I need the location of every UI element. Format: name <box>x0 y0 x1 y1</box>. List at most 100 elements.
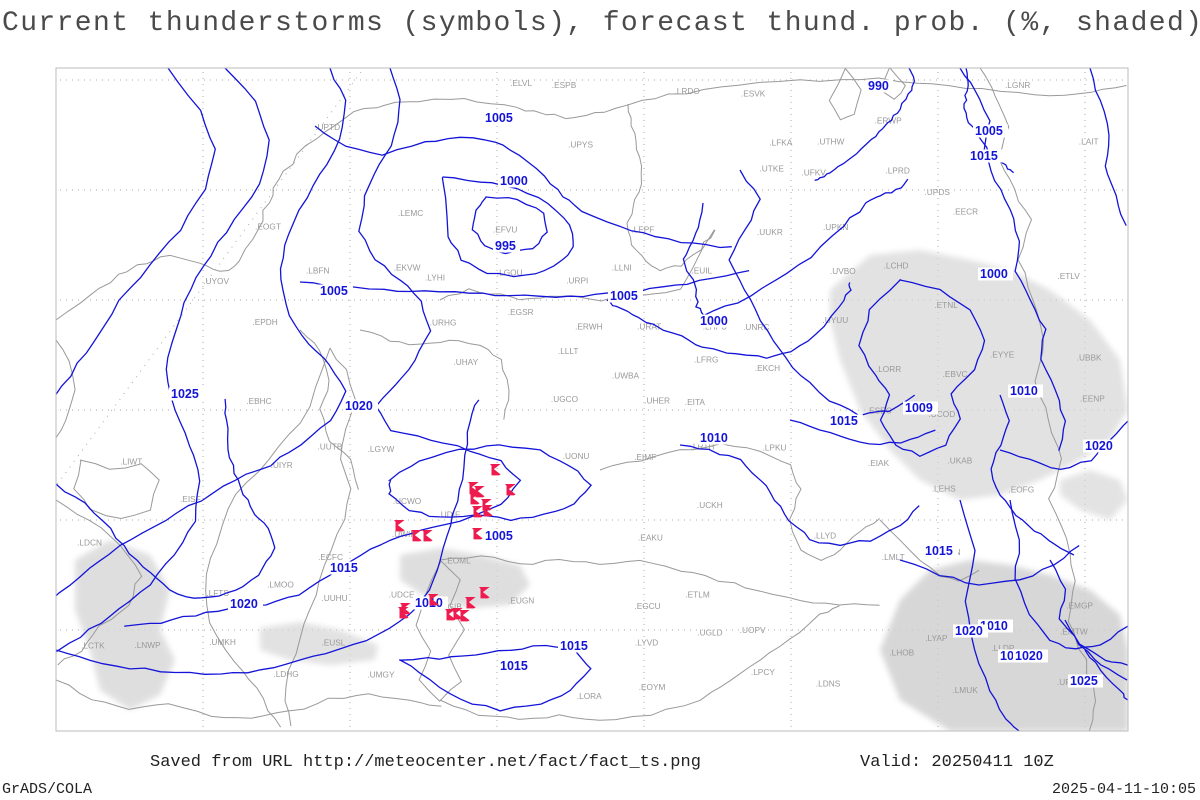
svg-text:.LNWP: .LNWP <box>134 640 161 650</box>
svg-text:.LEMC: .LEMC <box>398 208 423 218</box>
svg-text:.URPI: .URPI <box>566 275 588 285</box>
svg-text:.UPYS: .UPYS <box>568 140 593 150</box>
svg-text:.EPDH: .EPDH <box>252 317 277 327</box>
svg-text:.LPKU: .LPKU <box>763 442 787 452</box>
svg-text:.LAIT: .LAIT <box>1079 137 1099 147</box>
svg-text:.LYVD: .LYVD <box>635 638 658 648</box>
svg-text:1015: 1015 <box>830 414 858 428</box>
svg-text:.EKVW: .EKVW <box>394 262 421 272</box>
svg-text:.EUIL: .EUIL <box>691 266 712 276</box>
svg-text:1000: 1000 <box>980 267 1008 281</box>
svg-text:.UGCO: .UGCO <box>551 394 579 404</box>
svg-text:1010: 1010 <box>1010 384 1038 398</box>
svg-text:.ESEC: .ESEC <box>867 405 892 415</box>
svg-text:.UWBA: .UWBA <box>612 371 640 381</box>
svg-text:.LCHD: .LCHD <box>884 261 909 271</box>
svg-text:.UGLD: .UGLD <box>697 628 722 638</box>
svg-text:.URHG: .URHG <box>430 318 457 328</box>
svg-text:995: 995 <box>495 239 516 253</box>
svg-text:990: 990 <box>868 79 889 93</box>
svg-text:.EGSR: .EGSR <box>508 307 534 317</box>
svg-text:.EKCH: .EKCH <box>755 363 780 373</box>
svg-text:.UVBO: .UVBO <box>830 266 856 276</box>
svg-text:.UTKE: .UTKE <box>760 164 785 174</box>
svg-text:1025: 1025 <box>1070 674 1098 688</box>
svg-text:.EFVU: .EFVU <box>493 225 517 235</box>
svg-text:.LYAP: .LYAP <box>925 633 948 643</box>
svg-text:.ERWP: .ERWP <box>875 116 903 126</box>
svg-text:.LFRG: .LFRG <box>694 355 718 365</box>
svg-text:.EAKU: .EAKU <box>638 533 663 543</box>
svg-text:1020: 1020 <box>345 399 373 413</box>
svg-text:.LPCY: .LPCY <box>751 667 775 677</box>
svg-text:1020: 1020 <box>1015 649 1043 663</box>
svg-text:.LORA: .LORA <box>577 691 602 701</box>
svg-text:.ETLM: .ETLM <box>685 590 710 600</box>
svg-text:1005: 1005 <box>975 124 1003 138</box>
svg-text:1015: 1015 <box>560 639 588 653</box>
svg-text:.ETLV: .ETLV <box>1057 271 1080 281</box>
svg-text:1025: 1025 <box>171 387 199 401</box>
svg-text:.LGNR: .LGNR <box>1005 80 1030 90</box>
svg-text:.EBVC: .EBVC <box>943 369 968 379</box>
svg-text:.LIWT: .LIWT <box>120 456 142 466</box>
svg-text:.UHAY: .UHAY <box>453 357 478 367</box>
svg-text:.LYHI: .LYHI <box>425 273 445 283</box>
svg-text:.UPTD: .UPTD <box>315 122 340 132</box>
svg-text:1020: 1020 <box>230 597 258 611</box>
svg-text:.ESVK: .ESVK <box>741 89 766 99</box>
svg-text:.UIYR: .UIYR <box>271 460 293 470</box>
svg-text:.UKAB: .UKAB <box>947 456 972 466</box>
svg-text:.UMKH: .UMKH <box>209 637 236 647</box>
svg-text:.UDIF: .UDIF <box>438 510 460 520</box>
svg-text:1009: 1009 <box>905 401 933 415</box>
svg-text:.EIMF: .EIMF <box>634 452 656 462</box>
svg-text:.EOFG: .EOFG <box>1008 485 1034 495</box>
svg-text:.UCKH: .UCKH <box>697 500 723 510</box>
svg-text:.EBHC: .EBHC <box>246 396 271 406</box>
svg-text:.EITA: .EITA <box>685 397 706 407</box>
svg-text:1005: 1005 <box>485 529 513 543</box>
svg-text:.EECR: .EECR <box>953 206 978 216</box>
svg-text:.UONU: .UONU <box>563 451 590 461</box>
svg-text:.EIAK: .EIAK <box>868 458 890 468</box>
svg-text:.UYOV: .UYOV <box>203 276 229 286</box>
svg-text:.LEHS: .LEHS <box>932 484 956 494</box>
svg-text:1015: 1015 <box>925 544 953 558</box>
svg-text:.UFKV: .UFKV <box>801 167 826 177</box>
svg-text:.LLNI: .LLNI <box>612 263 632 273</box>
svg-text:.ESPB: .ESPB <box>552 80 577 90</box>
svg-text:1005: 1005 <box>610 289 638 303</box>
svg-text:.LDNS: .LDNS <box>816 679 841 689</box>
svg-text:1020: 1020 <box>955 624 983 638</box>
svg-text:.UOPV: .UOPV <box>740 625 766 635</box>
svg-text:1000: 1000 <box>700 314 728 328</box>
svg-text:.EUSL: .EUSL <box>321 637 345 647</box>
svg-text:.EOYM: .EOYM <box>639 682 666 692</box>
svg-text:.EUGN: .EUGN <box>508 596 534 606</box>
svg-text:.ELVL: .ELVL <box>510 78 532 88</box>
svg-text:1005: 1005 <box>485 111 513 125</box>
svg-text:.UTHW: .UTHW <box>817 137 844 147</box>
svg-text:.ETNL: .ETNL <box>934 300 958 310</box>
svg-text:.ERWH: .ERWH <box>575 322 603 332</box>
svg-text:.UPKN: .UPKN <box>823 222 848 232</box>
svg-text:.UUKR: .UUKR <box>757 227 783 237</box>
svg-text:1005: 1005 <box>320 284 348 298</box>
svg-text:.LGYW: .LGYW <box>368 444 395 454</box>
svg-text:1020: 1020 <box>1085 439 1113 453</box>
svg-text:1015: 1015 <box>970 149 998 163</box>
svg-text:.LORR: .LORR <box>876 364 901 374</box>
svg-text:.LBFN: .LBFN <box>306 266 330 276</box>
svg-text:.EGCU: .EGCU <box>634 601 660 611</box>
svg-text:.LMOO: .LMOO <box>267 579 294 589</box>
svg-text:1010: 1010 <box>700 431 728 445</box>
svg-text:.EMGP: .EMGP <box>1066 600 1093 610</box>
svg-text:1015: 1015 <box>330 561 358 575</box>
svg-text:.UUTB: .UUTB <box>318 441 343 451</box>
svg-text:.UDCE: .UDCE <box>389 589 415 599</box>
svg-text:.LDHG: .LDHG <box>273 669 298 679</box>
svg-text:1015: 1015 <box>500 659 528 673</box>
svg-text:.EENP: .EENP <box>1080 393 1105 403</box>
svg-text:.UMGY: .UMGY <box>367 670 395 680</box>
